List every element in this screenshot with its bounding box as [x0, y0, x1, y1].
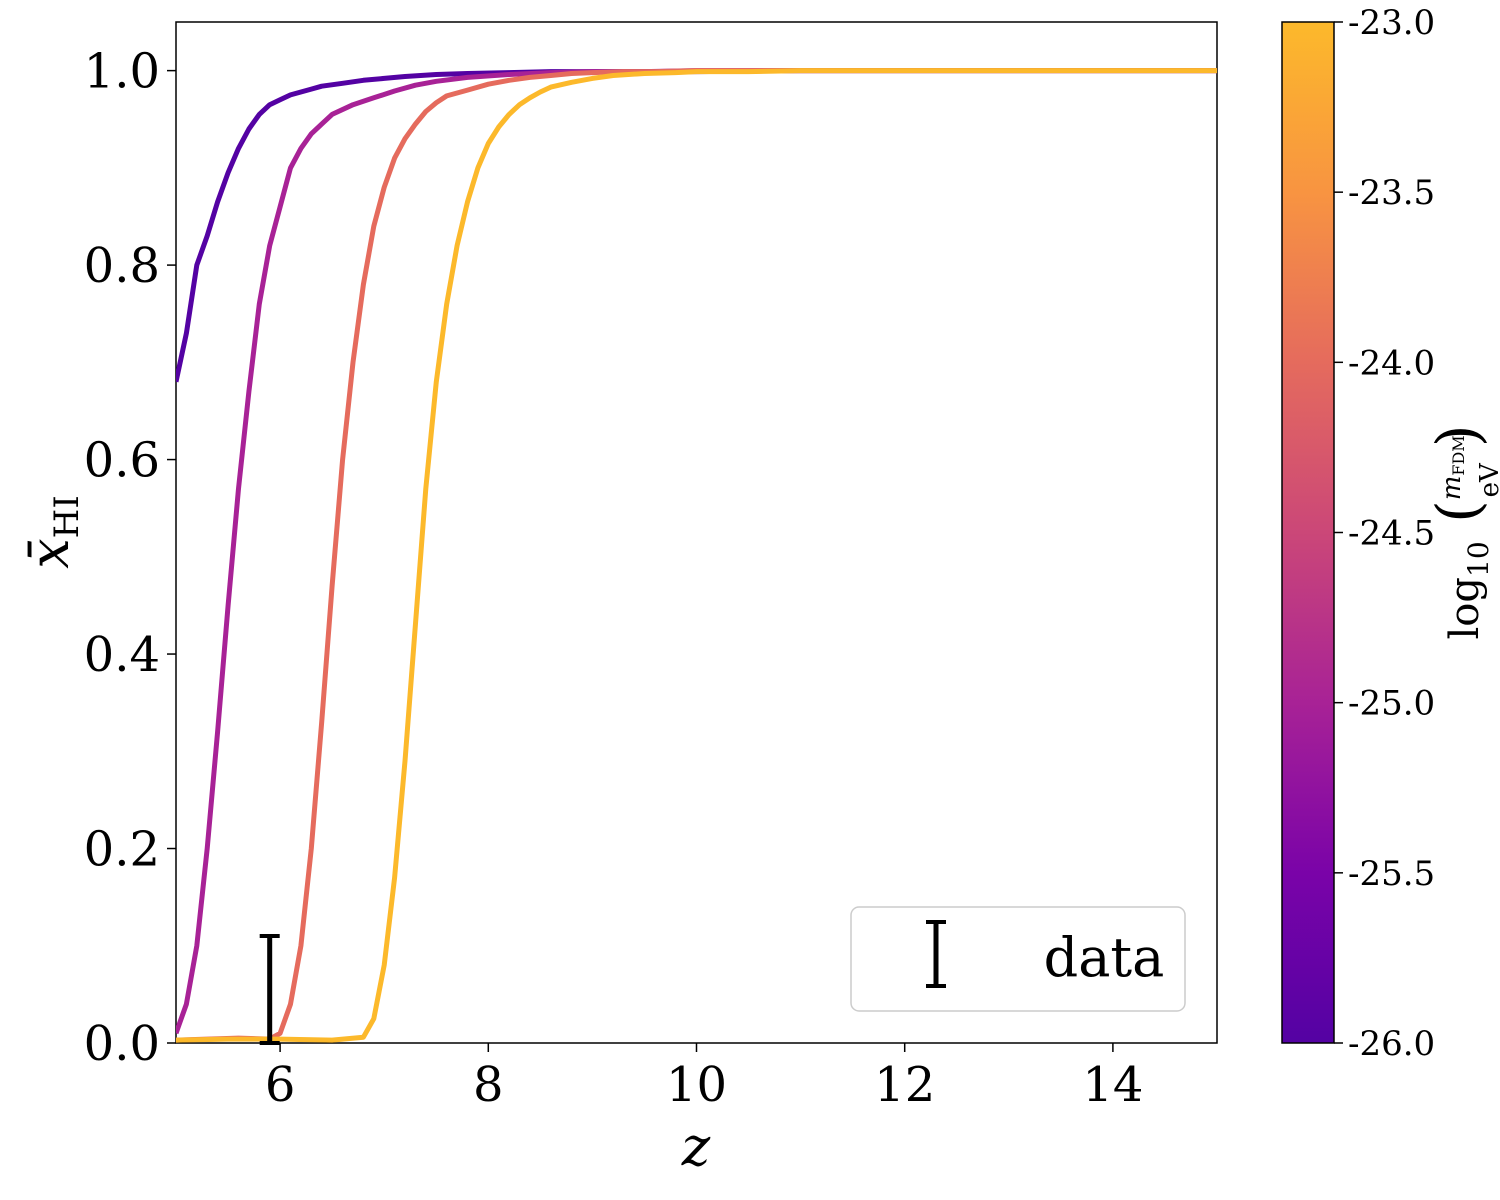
y-axis-label: x̄HI [18, 495, 87, 569]
y-axis: 0.0 0.2 0.4 0.6 0.8 1.0 [84, 44, 176, 1072]
errorbar-layer [259, 934, 280, 1045]
colorbar-gradient [1281, 21, 1335, 1044]
series-line-1 [176, 68, 1217, 1035]
colorbar-tick-label: -24.5 [1348, 514, 1435, 554]
colorbar-tick-label: -25.5 [1348, 854, 1435, 894]
y-tick-label: 0.4 [84, 627, 160, 683]
colorbar-label: log10 (mFDMeV) [1424, 425, 1500, 640]
colorbar-label-log-sub: 10 [1462, 541, 1495, 577]
colorbar-tick-label: -26.0 [1348, 1024, 1435, 1064]
series-line-2 [176, 68, 1217, 1043]
colorbar-tick-label: -25.0 [1348, 684, 1435, 724]
colorbar-label-num: m [1437, 476, 1467, 501]
svg-text:log10 (mFDMeV): log10 (mFDMeV) [1424, 425, 1500, 640]
y-tick-label: 1.0 [84, 44, 160, 100]
y-axis-label-sub: HI [47, 495, 87, 538]
y-tick-label: 0.0 [84, 1016, 160, 1072]
x-tick-label: 6 [265, 1057, 296, 1113]
legend: data [850, 906, 1186, 1012]
y-tick-label: 0.2 [84, 822, 160, 878]
colorbar-label-num-sub: FDM [1449, 435, 1468, 475]
colorbar-tick-label: -23.0 [1348, 3, 1435, 43]
plot-frame [175, 21, 1218, 1044]
x-axis-label: z [681, 1115, 711, 1178]
legend-label-data: data [1044, 926, 1165, 989]
y-axis-label-main: x̄ [18, 538, 81, 568]
x-tick-label: 12 [874, 1057, 935, 1113]
y-tick-label: 0.6 [84, 433, 160, 489]
x-tick-label: 8 [473, 1057, 504, 1113]
colorbar-ticks: -26.0 -25.5 -25.0 -24.5 -24.0 -23.5 -23.0 [1334, 3, 1435, 1064]
y-tick-label: 0.8 [84, 238, 160, 294]
colorbar-tick-label: -23.5 [1348, 173, 1435, 213]
series-line-3 [176, 68, 1217, 1043]
colorbar-label-den: eV [1475, 462, 1500, 497]
x-axis: 6 8 10 12 14 [265, 1043, 1143, 1113]
colorbar-tick-label: -24.0 [1348, 343, 1435, 383]
x-tick-label: 10 [666, 1057, 727, 1113]
svg-text:x̄HI: x̄HI [18, 495, 87, 569]
colorbar-label-log: log [1442, 577, 1488, 639]
colorbar: -26.0 -25.5 -25.0 -24.5 -24.0 -23.5 -23.0 log1… [1281, 3, 1500, 1064]
x-tick-label: 14 [1082, 1057, 1143, 1113]
series-layer [176, 68, 1217, 1043]
